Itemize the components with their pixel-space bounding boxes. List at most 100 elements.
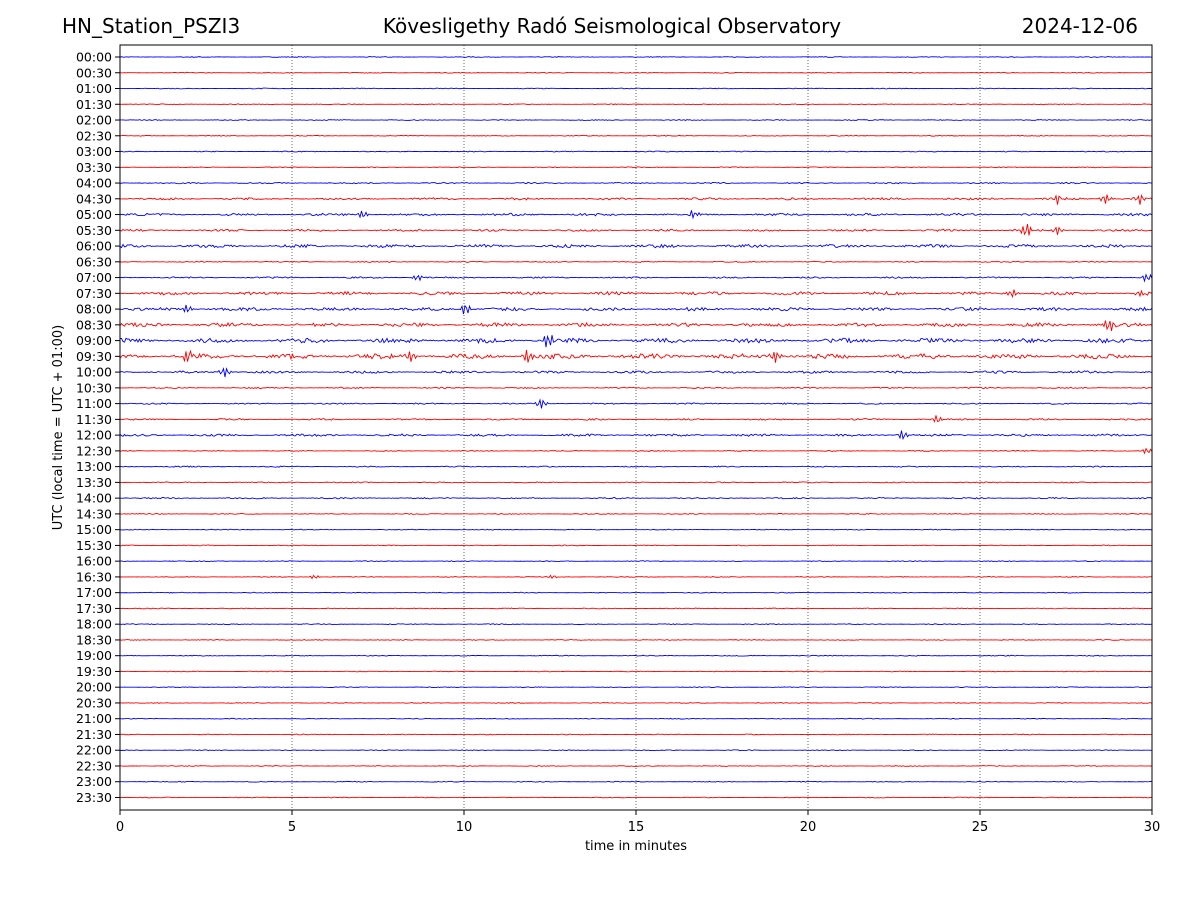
trace-1300 <box>119 465 1153 468</box>
trace-0100 <box>119 87 1153 90</box>
trace-1800 <box>119 623 1153 626</box>
y-tick-label: 23:00 <box>76 774 112 789</box>
y-tick-label: 11:00 <box>76 396 112 411</box>
y-tick-label: 06:30 <box>76 254 112 269</box>
trace-1500 <box>119 528 1153 531</box>
trace-1100 <box>119 398 1153 409</box>
y-tick-label: 03:30 <box>76 160 112 175</box>
y-tick-label: 17:30 <box>76 601 112 616</box>
trace-1830 <box>119 639 1153 641</box>
y-tick-label: 03:00 <box>76 144 112 159</box>
trace-1400 <box>120 496 1153 500</box>
y-tick-label: 15:00 <box>76 522 112 537</box>
chart-date: 2024-12-06 <box>1021 14 1138 38</box>
trace-2030 <box>119 702 1153 704</box>
y-tick-label: 06:00 <box>76 239 112 254</box>
y-tick-label: 16:00 <box>76 554 112 569</box>
y-tick-label: 22:30 <box>76 758 112 773</box>
y-tick-label: 08:30 <box>76 317 112 332</box>
x-ticks: 0 5 10 15 20 25 30 <box>116 810 1160 835</box>
x-tick-label: 5 <box>288 820 296 835</box>
y-tick-label: 15:30 <box>76 538 112 553</box>
y-tick-label: 08:00 <box>76 302 112 317</box>
trace-0600 <box>119 243 1153 249</box>
trace-2230 <box>119 765 1153 767</box>
y-tick-label: 19:00 <box>76 648 112 663</box>
grid-lines <box>291 45 981 810</box>
y-tick-label: 10:00 <box>76 365 112 380</box>
y-tick-label: 19:30 <box>76 664 112 679</box>
y-tick-label: 14:30 <box>76 506 112 521</box>
y-tick-label: 01:00 <box>76 81 112 96</box>
trace-1600 <box>119 560 1153 563</box>
trace-0830 <box>119 320 1153 331</box>
y-tick-label: 18:00 <box>76 617 112 632</box>
y-tick-label: 23:30 <box>76 790 112 805</box>
y-tick-label: 22:00 <box>76 743 112 758</box>
trace-0230 <box>119 134 1153 137</box>
trace-0700 <box>119 273 1153 283</box>
x-tick-label: 0 <box>116 820 124 835</box>
trace-2130 <box>119 733 1153 736</box>
y-tick-label: 02:00 <box>76 113 112 128</box>
y-tick-label: 00:30 <box>76 65 112 80</box>
y-tick-label: 09:30 <box>76 349 112 364</box>
trace-0130 <box>119 103 1153 106</box>
y-tick-label: 09:00 <box>76 333 112 348</box>
trace-1200 <box>119 430 1153 441</box>
trace-2000 <box>119 686 1153 689</box>
trace-1230 <box>119 447 1153 455</box>
y-tick-label: 12:00 <box>76 428 112 443</box>
trace-0630 <box>119 260 1153 263</box>
trace-1030 <box>119 386 1153 390</box>
y-tick-label: 13:00 <box>76 459 112 474</box>
y-tick-label: 21:00 <box>76 711 112 726</box>
trace-0300 <box>119 150 1153 153</box>
x-tick-label: 10 <box>456 820 473 835</box>
trace-1700 <box>119 591 1153 594</box>
trace-lines <box>119 56 1153 799</box>
trace-0900 <box>119 334 1153 348</box>
x-tick-label: 15 <box>628 820 645 835</box>
y-tick-label: 20:00 <box>76 680 112 695</box>
y-tick-label: 07:30 <box>76 286 112 301</box>
trace-1900 <box>119 654 1153 657</box>
trace-1630 <box>119 574 1153 580</box>
y-tick-label: 13:30 <box>76 475 112 490</box>
trace-0330 <box>119 166 1153 169</box>
y-tick-label: 05:30 <box>76 223 112 238</box>
y-tick-label: 14:00 <box>76 491 112 506</box>
trace-1530 <box>119 544 1153 547</box>
trace-1730 <box>119 607 1153 610</box>
trace-1930 <box>119 670 1153 673</box>
y-tick-label: 16:30 <box>76 569 112 584</box>
y-tick-label: 10:30 <box>76 380 112 395</box>
y-tick-label: 17:00 <box>76 585 112 600</box>
y-tick-labels: 00:0000:3001:0001:3002:0002:3003:0003:30… <box>76 50 120 805</box>
trace-0200 <box>119 119 1153 122</box>
x-axis-label: time in minutes <box>585 839 687 854</box>
trace-1130 <box>119 415 1153 423</box>
station-name: HN_Station_PSZI3 <box>62 14 241 38</box>
trace-2330 <box>119 796 1153 799</box>
y-tick-label: 04:00 <box>76 176 112 191</box>
y-tick-label: 20:30 <box>76 695 112 710</box>
y-tick-label: 12:30 <box>76 443 112 458</box>
trace-0400 <box>119 181 1153 185</box>
trace-0000 <box>119 56 1153 58</box>
trace-2300 <box>119 780 1153 783</box>
trace-2200 <box>119 749 1153 752</box>
trace-2100 <box>119 717 1153 720</box>
chart-title: Kövesligethy Radó Seismological Observat… <box>382 14 842 38</box>
y-tick-label: 21:30 <box>76 727 112 742</box>
x-tick-label: 25 <box>972 820 989 835</box>
trace-1430 <box>119 512 1153 515</box>
y-tick-label: 05:00 <box>76 207 112 222</box>
trace-0030 <box>119 71 1153 74</box>
y-tick-label: 02:30 <box>76 128 112 143</box>
trace-0730 <box>119 289 1153 299</box>
y-axis-label: UTC (local time = UTC + 01:00) <box>51 325 66 530</box>
x-tick-label: 20 <box>800 820 817 835</box>
y-tick-label: 04:30 <box>76 191 112 206</box>
